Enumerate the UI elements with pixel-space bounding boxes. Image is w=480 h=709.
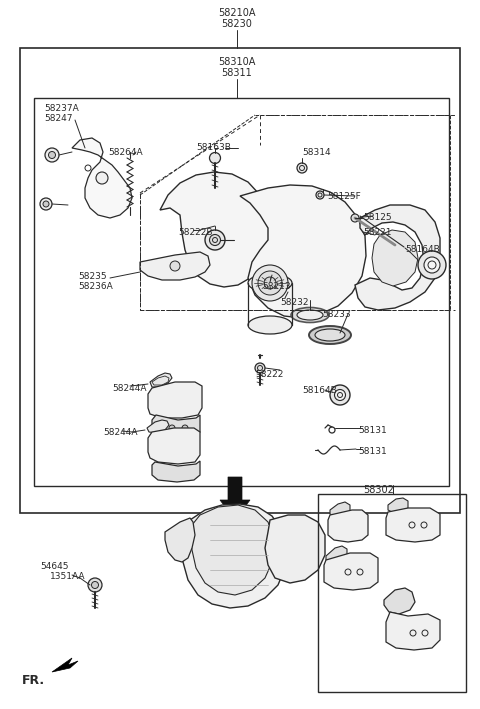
Ellipse shape (291, 308, 329, 323)
Text: 58247: 58247 (44, 114, 72, 123)
Bar (20, 48, 460, 513)
Circle shape (351, 214, 359, 222)
Text: 58230: 58230 (222, 19, 252, 29)
Polygon shape (384, 588, 415, 614)
Circle shape (297, 163, 307, 173)
Polygon shape (220, 477, 250, 520)
Text: 58244A: 58244A (112, 384, 146, 393)
Circle shape (209, 235, 220, 245)
Circle shape (258, 271, 282, 295)
Polygon shape (388, 498, 408, 513)
Text: 58163B: 58163B (196, 143, 231, 152)
Circle shape (170, 261, 180, 271)
Circle shape (40, 198, 52, 210)
Ellipse shape (248, 316, 292, 334)
Polygon shape (165, 518, 195, 562)
Bar (318, 494, 466, 692)
Text: 58131: 58131 (358, 447, 387, 456)
Text: 58235: 58235 (78, 272, 107, 281)
Circle shape (43, 201, 49, 207)
Polygon shape (52, 658, 78, 672)
Circle shape (48, 152, 56, 159)
Polygon shape (152, 461, 200, 482)
Text: 58302: 58302 (363, 485, 394, 495)
Text: 1351AA: 1351AA (50, 572, 85, 581)
Polygon shape (72, 138, 132, 218)
Text: FR.: FR. (22, 674, 45, 687)
Polygon shape (328, 510, 368, 542)
Circle shape (264, 277, 276, 289)
Polygon shape (386, 508, 440, 542)
Polygon shape (148, 382, 202, 418)
Text: 58131: 58131 (358, 426, 387, 435)
Circle shape (335, 389, 346, 401)
Polygon shape (188, 505, 275, 595)
Circle shape (169, 425, 175, 431)
Circle shape (252, 265, 288, 301)
Text: 58222B: 58222B (178, 228, 213, 237)
Polygon shape (324, 553, 378, 590)
Circle shape (424, 257, 440, 273)
Text: 58125: 58125 (363, 213, 392, 222)
Text: 58125F: 58125F (327, 192, 361, 201)
Polygon shape (180, 504, 286, 608)
Circle shape (45, 148, 59, 162)
Ellipse shape (248, 274, 292, 292)
Circle shape (92, 581, 98, 588)
Ellipse shape (297, 310, 323, 320)
Polygon shape (147, 420, 169, 433)
Polygon shape (355, 205, 440, 310)
Bar (34, 98, 449, 486)
Circle shape (316, 191, 324, 199)
Circle shape (205, 230, 225, 250)
Circle shape (255, 363, 265, 373)
Polygon shape (240, 185, 366, 318)
Text: 58164B: 58164B (302, 386, 337, 395)
Circle shape (418, 251, 446, 279)
Polygon shape (160, 172, 272, 287)
Polygon shape (152, 415, 200, 440)
Text: 58213: 58213 (262, 282, 290, 291)
Polygon shape (372, 230, 418, 286)
Text: 58232: 58232 (280, 298, 309, 307)
Circle shape (330, 385, 350, 405)
Text: 58264A: 58264A (108, 148, 143, 157)
Text: 58221: 58221 (363, 228, 392, 237)
Ellipse shape (309, 326, 351, 344)
Polygon shape (330, 502, 350, 517)
Text: 54645: 54645 (40, 562, 69, 571)
Polygon shape (150, 373, 172, 387)
Ellipse shape (315, 329, 345, 341)
Circle shape (209, 152, 220, 164)
Polygon shape (326, 546, 347, 562)
Text: 58233: 58233 (322, 310, 350, 319)
Text: 58236A: 58236A (78, 282, 113, 291)
Text: 58244A: 58244A (103, 428, 137, 437)
Circle shape (96, 172, 108, 184)
Text: 58314: 58314 (302, 148, 331, 157)
Polygon shape (386, 612, 440, 650)
Text: 58164B: 58164B (405, 245, 440, 254)
Circle shape (88, 578, 102, 592)
Text: 58310A: 58310A (218, 57, 256, 67)
Text: 58222: 58222 (255, 370, 283, 379)
Polygon shape (265, 515, 325, 583)
Text: 58210A: 58210A (218, 8, 256, 18)
Polygon shape (148, 428, 200, 464)
Polygon shape (140, 252, 210, 280)
Text: 58311: 58311 (222, 68, 252, 78)
Text: 58237A: 58237A (44, 104, 79, 113)
Circle shape (182, 425, 188, 431)
